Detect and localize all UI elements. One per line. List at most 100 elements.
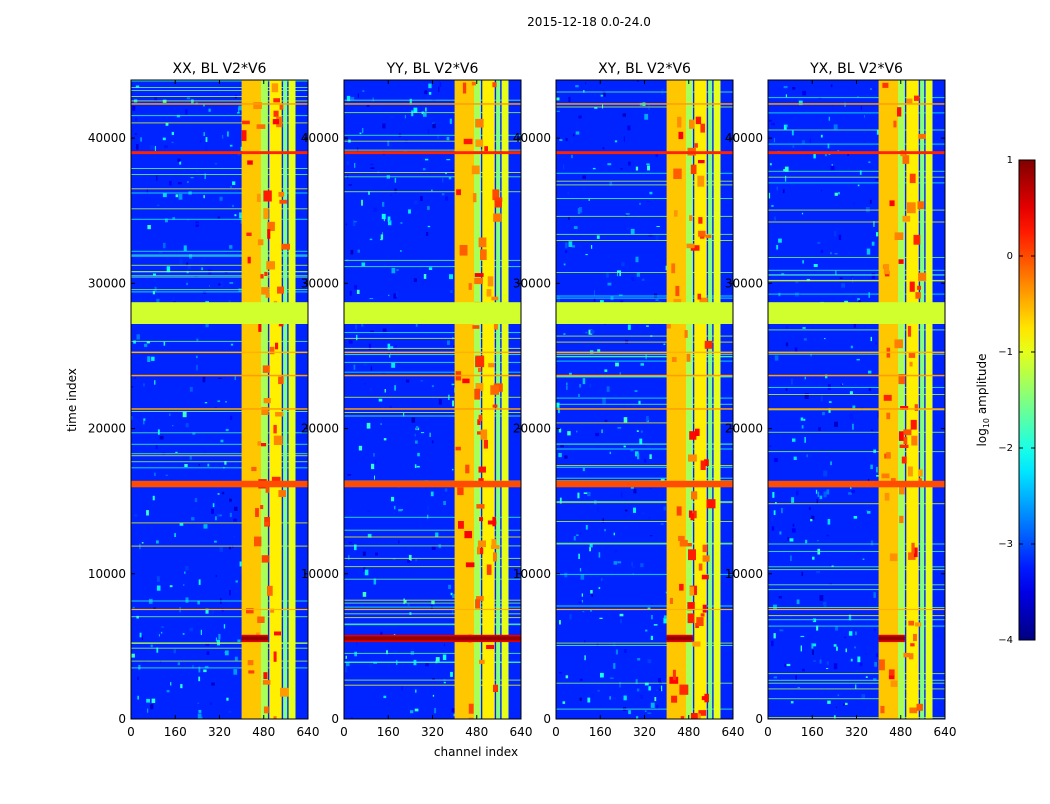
band-blob bbox=[679, 539, 688, 547]
band-blob bbox=[915, 622, 922, 627]
row-line bbox=[131, 115, 308, 117]
noise-cell bbox=[159, 435, 164, 440]
noise-cell bbox=[394, 385, 396, 391]
band-blob bbox=[475, 139, 484, 147]
row-line bbox=[556, 198, 733, 199]
noise-cell bbox=[833, 124, 838, 130]
noise-cell bbox=[585, 525, 588, 530]
row-line bbox=[768, 129, 945, 131]
noise-cell bbox=[420, 380, 423, 382]
noise-cell bbox=[606, 272, 609, 278]
orange-row bbox=[344, 374, 521, 377]
noise-cell bbox=[663, 617, 667, 624]
noise-cell bbox=[646, 416, 649, 422]
noise-cell bbox=[818, 427, 821, 431]
band-blob bbox=[281, 243, 290, 250]
row-line bbox=[768, 394, 945, 395]
row-line bbox=[344, 412, 521, 413]
noise-cell bbox=[817, 540, 819, 542]
noise-cell bbox=[562, 701, 566, 704]
noise-cell bbox=[628, 710, 631, 715]
row-line bbox=[556, 297, 733, 299]
noise-cell bbox=[789, 538, 794, 542]
band-blob bbox=[487, 276, 494, 287]
band-blob bbox=[690, 164, 697, 174]
noise-cell bbox=[169, 180, 172, 186]
noise-cell bbox=[197, 702, 200, 704]
noise-cell bbox=[383, 218, 385, 222]
band-blob bbox=[903, 429, 912, 436]
band-blob bbox=[253, 102, 262, 109]
noise-cell bbox=[651, 615, 653, 620]
noise-cell bbox=[663, 615, 667, 619]
noise-cell bbox=[589, 544, 593, 548]
row-line bbox=[768, 619, 945, 621]
row-line bbox=[344, 624, 521, 626]
noise-cell bbox=[212, 609, 214, 614]
row-line bbox=[344, 371, 521, 373]
noise-cell bbox=[783, 169, 786, 172]
noise-cell bbox=[349, 290, 352, 296]
noise-cell bbox=[597, 689, 600, 692]
band-blob bbox=[893, 120, 897, 128]
band-blob bbox=[472, 325, 480, 329]
noise-cell bbox=[204, 665, 209, 669]
noise-cell bbox=[240, 146, 243, 151]
noise-cell bbox=[154, 472, 156, 476]
orange-row bbox=[556, 103, 733, 105]
noise-cell bbox=[427, 129, 430, 135]
noise-cell bbox=[157, 204, 160, 206]
noise-cell bbox=[577, 208, 581, 215]
noise-cell bbox=[425, 107, 427, 112]
noise-cell bbox=[143, 420, 145, 425]
band-blob bbox=[263, 208, 269, 220]
noise-cell bbox=[432, 123, 436, 129]
noise-cell bbox=[354, 285, 358, 290]
noise-cell bbox=[565, 242, 568, 249]
noise-cell bbox=[851, 489, 855, 494]
row-line bbox=[344, 652, 521, 654]
noise-cell bbox=[229, 144, 233, 147]
row-line bbox=[768, 112, 945, 114]
noise-cell bbox=[573, 133, 575, 137]
noise-cell bbox=[224, 271, 228, 274]
band-blob bbox=[247, 160, 253, 165]
noise-cell bbox=[361, 199, 363, 206]
noise-cell bbox=[191, 99, 194, 105]
noise-cell bbox=[194, 498, 198, 503]
y-tick-label: 0 bbox=[543, 712, 551, 726]
noise-cell bbox=[571, 245, 575, 248]
row-line bbox=[344, 99, 521, 101]
noise-cell bbox=[154, 97, 158, 101]
noise-cell bbox=[234, 376, 236, 380]
noise-cell bbox=[779, 629, 784, 632]
band-blob bbox=[690, 713, 698, 719]
x-tick-label: 160 bbox=[377, 725, 400, 739]
orange-row bbox=[344, 408, 521, 410]
band-blob bbox=[478, 367, 482, 373]
noise-cell bbox=[564, 455, 568, 459]
noise-cell bbox=[138, 664, 141, 670]
noise-cell bbox=[217, 513, 220, 517]
row-line bbox=[131, 250, 308, 252]
noise-cell bbox=[565, 138, 568, 141]
band-blob bbox=[273, 716, 277, 719]
noise-cell bbox=[644, 682, 649, 686]
noise-cell bbox=[366, 104, 370, 107]
row-line bbox=[556, 335, 733, 337]
noise-cell bbox=[845, 648, 847, 653]
noise-cell bbox=[617, 427, 622, 429]
noise-cell bbox=[428, 92, 432, 95]
noise-cell bbox=[206, 651, 210, 655]
band-blob bbox=[462, 82, 467, 94]
noise-cell bbox=[856, 359, 860, 361]
noise-cell bbox=[636, 688, 640, 692]
noise-cell bbox=[380, 423, 382, 425]
row-line bbox=[768, 569, 945, 571]
noise-cell bbox=[357, 93, 359, 98]
noise-cell bbox=[565, 250, 568, 253]
noise-cell bbox=[384, 389, 386, 393]
noise-cell bbox=[625, 213, 630, 215]
noise-cell bbox=[619, 613, 624, 617]
noise-cell bbox=[431, 189, 433, 192]
